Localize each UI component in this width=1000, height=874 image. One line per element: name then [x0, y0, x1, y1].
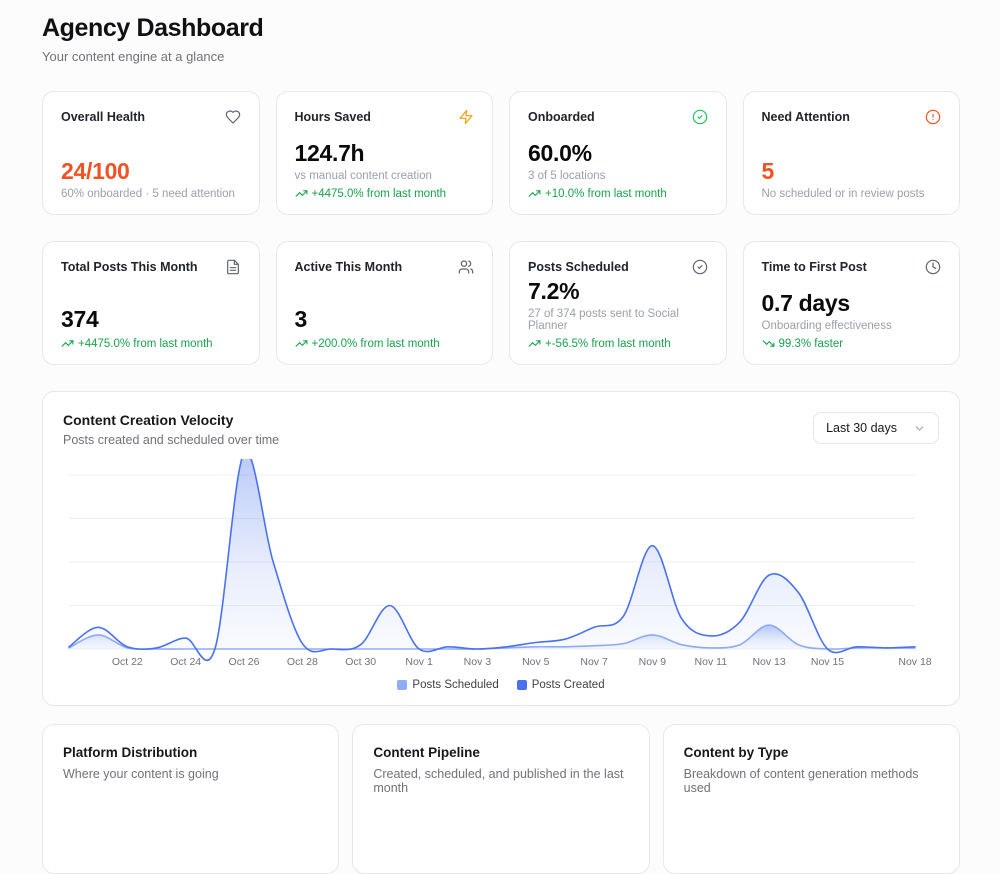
- stat-value: 124.7h: [294, 139, 365, 166]
- svg-text:Nov 13: Nov 13: [752, 656, 785, 668]
- velocity-area-chart: Oct 22 Oct 24 Oct 26 Oct 28 Oct 30 Nov 1 Nov 3…: [63, 459, 939, 673]
- stat-title: Active This Month: [294, 260, 403, 274]
- clock-icon: [925, 259, 941, 275]
- legend-swatch: [516, 680, 527, 690]
- svg-text:Oct 26: Oct 26: [229, 656, 260, 668]
- card-subtitle: Created, scheduled, and published in the…: [373, 767, 624, 795]
- stat-title: Need Attention: [761, 110, 850, 124]
- content-pipeline-card: Content Pipeline Created, scheduled, and…: [352, 724, 650, 874]
- stats-grid: Overall Health 24/100 60% onboarded · 5 …: [42, 91, 960, 365]
- svg-text:Nov 3: Nov 3: [464, 656, 492, 668]
- card-title: Platform Distribution: [63, 745, 198, 760]
- svg-text:Nov 11: Nov 11: [695, 656, 728, 668]
- chart-title: Content Creation Velocity: [63, 412, 234, 428]
- stat-subtitle: Onboarding effectiveness: [761, 320, 892, 332]
- legend-item-posts-created: Posts Created: [516, 679, 605, 691]
- stat-value: 24/100: [61, 157, 130, 184]
- stat-value: 0.7 days: [761, 289, 851, 316]
- stat-card-onboarded: Onboarded 60.0% 3 of 5 locations +10.0% …: [509, 91, 727, 215]
- stat-subtitle: 27 of 374 posts sent to Social Planner: [528, 308, 679, 332]
- svg-text:Oct 30: Oct 30: [345, 656, 376, 668]
- page-subtitle: Your content engine at a glance: [42, 49, 225, 64]
- stat-title: Posts Scheduled: [528, 260, 629, 274]
- stat-trend: +-56.5% from last month: [528, 337, 708, 350]
- bottom-cards-grid: Platform Distribution Where your content…: [42, 724, 960, 874]
- stat-trend: +4475.0% from last month: [61, 337, 241, 350]
- content-velocity-card: Content Creation Velocity Posts created …: [42, 391, 960, 706]
- svg-text:Nov 1: Nov 1: [405, 656, 433, 668]
- platform-distribution-card: Platform Distribution Where your content…: [42, 724, 340, 874]
- svg-text:Nov 9: Nov 9: [639, 656, 667, 668]
- stat-value: 7.2%: [528, 277, 580, 304]
- zap-icon: [458, 109, 474, 125]
- legend-item-posts-scheduled: Posts Scheduled: [397, 679, 499, 691]
- file-text-icon: [225, 259, 241, 275]
- card-title: Content Pipeline: [373, 745, 480, 760]
- svg-text:Nov 5: Nov 5: [522, 656, 550, 668]
- stat-subtitle: No scheduled or in review posts: [761, 188, 925, 200]
- stat-title: Time to First Post: [761, 260, 867, 274]
- svg-text:Oct 24: Oct 24: [170, 656, 201, 668]
- stat-trend: 99.3% faster: [762, 337, 942, 350]
- check-circle-icon: [692, 259, 708, 275]
- card-title: Content by Type: [683, 745, 789, 760]
- stat-value: 3: [294, 305, 308, 332]
- legend-swatch: [397, 680, 408, 690]
- stat-trend: +10.0% from last month: [528, 187, 708, 200]
- chart-subtitle: Posts created and scheduled over time: [63, 433, 280, 447]
- stat-card-posts-scheduled: Posts Scheduled 7.2% 27 of 374 posts sen…: [509, 241, 727, 365]
- page-title: Agency Dashboard: [42, 14, 264, 42]
- svg-text:Nov 7: Nov 7: [580, 656, 608, 668]
- svg-text:Oct 22: Oct 22: [112, 656, 143, 668]
- time-range-select[interactable]: Last 30 days: [813, 412, 939, 444]
- alert-circle-icon: [925, 109, 941, 125]
- trending-up-icon: [295, 190, 307, 197]
- chart-legend: Posts Scheduled Posts Created: [63, 673, 939, 695]
- check-circle-icon: [692, 109, 708, 125]
- svg-text:Nov 18: Nov 18: [898, 656, 931, 668]
- stat-title: Overall Health: [61, 110, 146, 124]
- trending-up-icon: [528, 340, 541, 347]
- stat-card-hours-saved: Hours Saved 124.7h vs manual content cre…: [275, 91, 493, 215]
- svg-text:Nov 15: Nov 15: [811, 656, 844, 668]
- stat-subtitle: 3 of 5 locations: [528, 170, 606, 182]
- stat-subtitle: 60% onboarded · 5 need attention: [61, 188, 235, 200]
- card-subtitle: Breakdown of content generation methods …: [683, 767, 919, 795]
- card-subtitle: Where your content is going: [63, 767, 219, 781]
- stat-title: Hours Saved: [294, 110, 371, 124]
- stat-card-need-attention: Need Attention 5 No scheduled or in revi…: [742, 91, 960, 215]
- heart-icon: [225, 109, 241, 125]
- stat-card-overall-health: Overall Health 24/100 60% onboarded · 5 …: [42, 91, 260, 215]
- chevron-down-icon: [915, 425, 924, 431]
- trending-up-icon: [528, 190, 541, 197]
- stat-value: 60.0%: [528, 139, 592, 166]
- trending-up-icon: [61, 340, 74, 347]
- stat-value: 5: [761, 157, 775, 184]
- content-by-type-card: Content by Type Breakdown of content gen…: [662, 724, 960, 874]
- stat-title: Onboarded: [528, 110, 595, 124]
- stat-subtitle: vs manual content creation: [294, 170, 432, 182]
- trending-down-icon: [762, 340, 774, 347]
- trending-up-icon: [295, 340, 307, 347]
- svg-text:Oct 28: Oct 28: [287, 656, 318, 668]
- stat-title: Total Posts This Month: [61, 260, 198, 274]
- stat-card-time-to-first-post: Time to First Post 0.7 days Onboarding e…: [742, 241, 960, 365]
- users-icon: [458, 259, 474, 275]
- stat-value: 374: [61, 305, 99, 332]
- stat-trend: +4475.0% from last month: [295, 187, 475, 200]
- stat-card-total-posts: Total Posts This Month 374 +4475.0% from…: [42, 241, 260, 365]
- stat-trend: +200.0% from last month: [295, 337, 475, 350]
- stat-card-active-this-month: Active This Month 3 +200.0% from last mo…: [275, 241, 493, 365]
